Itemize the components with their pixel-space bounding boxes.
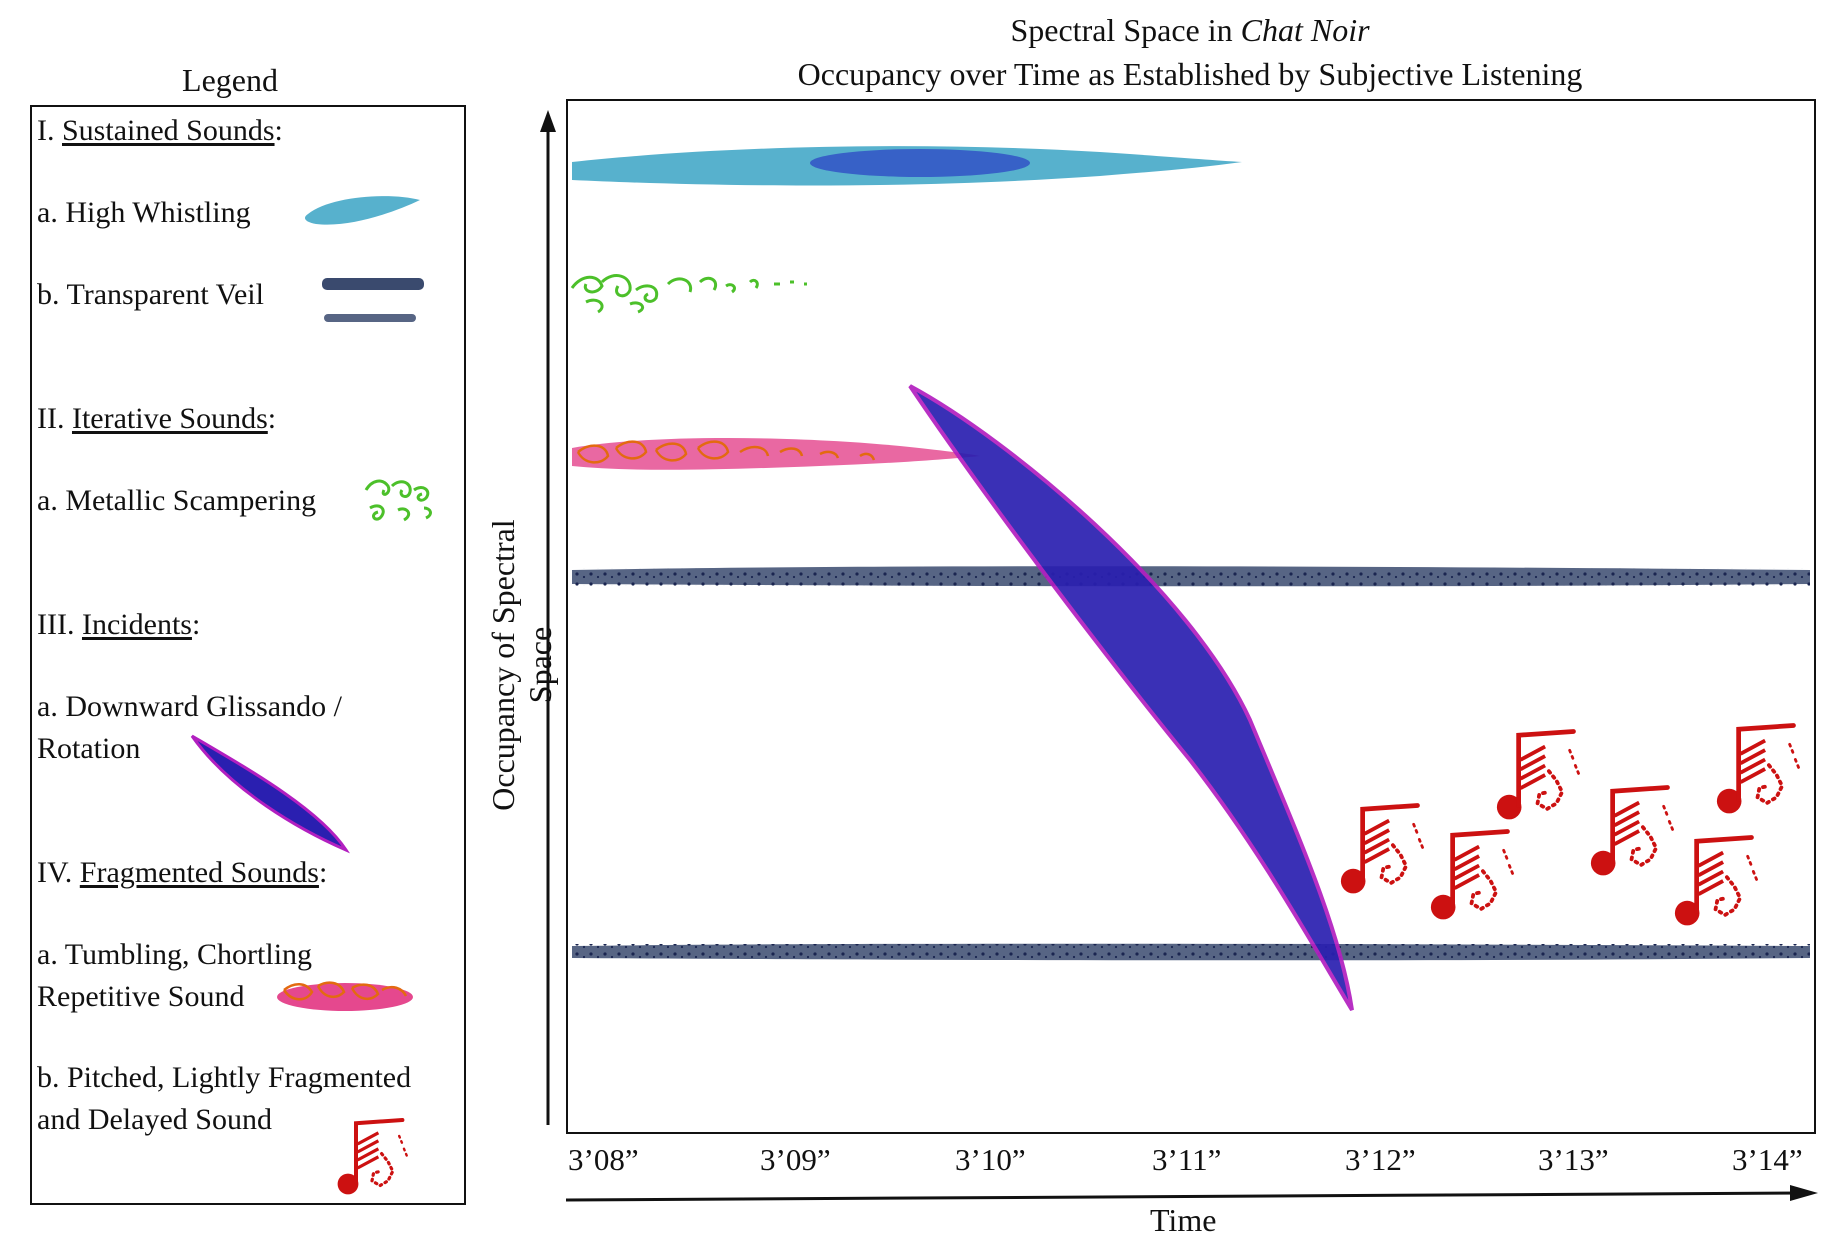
legend-item-pitched-line2: and Delayed Sound: [37, 1103, 272, 1136]
legend-swatch-transparent-veil: [322, 278, 424, 290]
chart-title-italic: Chat Noir: [1240, 12, 1370, 48]
legend-item-tumbling-line2: Repetitive Sound: [37, 980, 245, 1013]
y-axis-arrowhead: [540, 110, 556, 132]
x-tick-label: 3’09”: [760, 1142, 831, 1177]
legend-swatch-glissando: [190, 734, 350, 854]
legend-item-high-whistling: a. High Whistling: [37, 196, 251, 229]
x-axis-arrow: [565, 1191, 1806, 1202]
legend-category-colon: :: [274, 114, 283, 147]
legend-category-fragmented: IV. Fragmented Sounds:: [37, 852, 327, 894]
legend-category-colon: :: [318, 856, 328, 889]
x-tick-label: 3’11”: [1152, 1142, 1222, 1177]
legend-category-name: Fragmented Sounds: [79, 856, 319, 889]
legend-category-colon: :: [191, 608, 201, 641]
x-tick-label: 3’12”: [1345, 1142, 1416, 1177]
transparent-veil-upper: [572, 566, 1810, 587]
legend-swatch-transparent-veil-thin: [324, 314, 416, 322]
x-tick-label: 3’14”: [1732, 1142, 1803, 1177]
metallic-scampering-band: [570, 274, 807, 314]
x-tick-label: 3’08”: [568, 1142, 639, 1177]
legend-item-glissando-line2: Rotation: [37, 732, 141, 765]
legend-category-incidents: III. Incidents:: [37, 604, 200, 646]
chart-subtitle: Occupancy over Time as Established by Su…: [797, 56, 1583, 92]
legend-box: [30, 105, 466, 1205]
legend-item-metallic-scampering: a. Metallic Scampering: [37, 484, 317, 517]
tumbling-repetitive-band: [572, 438, 980, 470]
legend-swatch-metallic-scampering: [364, 479, 432, 522]
downward-glissando: [908, 384, 1354, 1012]
pitched-note: [1497, 731, 1579, 819]
pitched-note: [1591, 787, 1673, 875]
chart-frame: [566, 99, 1816, 1134]
legend-item-glissando-line1: a. Downward Glissando /: [37, 690, 342, 723]
legend-item-pitched-line1: b. Pitched, Lightly Fragmented: [37, 1061, 412, 1094]
x-axis-label: Time: [1150, 1202, 1217, 1238]
legend-swatch-pitched-note: [335, 1118, 410, 1197]
legend-category-colon: :: [267, 402, 277, 435]
legend-category-name: Incidents: [81, 608, 192, 641]
x-axis-arrowhead: [1790, 1185, 1818, 1201]
high-whistling-band: [572, 146, 1242, 186]
chart-title-prefix: Spectral Space in: [1010, 12, 1241, 48]
x-tick-label: 3’13”: [1538, 1142, 1609, 1177]
legend-item-transparent-veil: b. Transparent Veil: [37, 278, 264, 311]
legend-category-iterative: II. Iterative Sounds:: [37, 398, 276, 440]
pitched-note: [1431, 831, 1513, 919]
legend-category-number: IV.: [37, 856, 80, 889]
transparent-veil-lower: [572, 943, 1810, 961]
legend-swatch-high-whistling: [304, 196, 420, 225]
pitched-note: [1341, 805, 1423, 893]
pitched-note: [1675, 837, 1757, 925]
legend-swatch-tumbling: [277, 981, 413, 1011]
legend-item-tumbling-line1: a. Tumbling, Chortling: [37, 938, 313, 971]
legend-title: Legend: [182, 62, 278, 98]
pitched-note: [1717, 725, 1799, 813]
legend-category-number: II.: [37, 402, 72, 435]
legend-category-number: I.: [37, 114, 62, 147]
legend-category-name: Iterative Sounds: [71, 402, 268, 435]
legend-category-sustained: I. Sustained Sounds:: [37, 110, 283, 152]
legend-category-number: III.: [37, 608, 82, 641]
x-tick-label: 3’10”: [955, 1142, 1026, 1177]
legend-category-name: Sustained Sounds: [62, 114, 275, 147]
chart-title: Spectral Space in Chat Noir: [520, 12, 1834, 49]
